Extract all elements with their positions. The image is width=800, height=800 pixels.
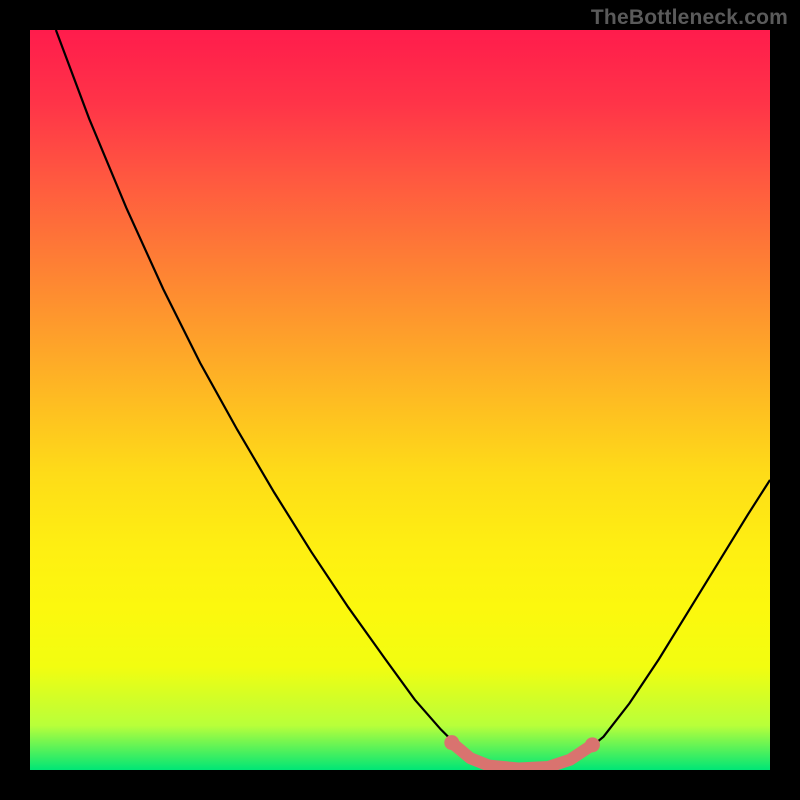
optimal-band-end-dot: [585, 737, 600, 752]
plot-area: [30, 30, 770, 770]
attribution-text: TheBottleneck.com: [591, 6, 788, 30]
optimal-band-start-dot: [444, 735, 459, 750]
chart-container: TheBottleneck.com: [0, 0, 800, 800]
chart-svg: [30, 30, 770, 770]
